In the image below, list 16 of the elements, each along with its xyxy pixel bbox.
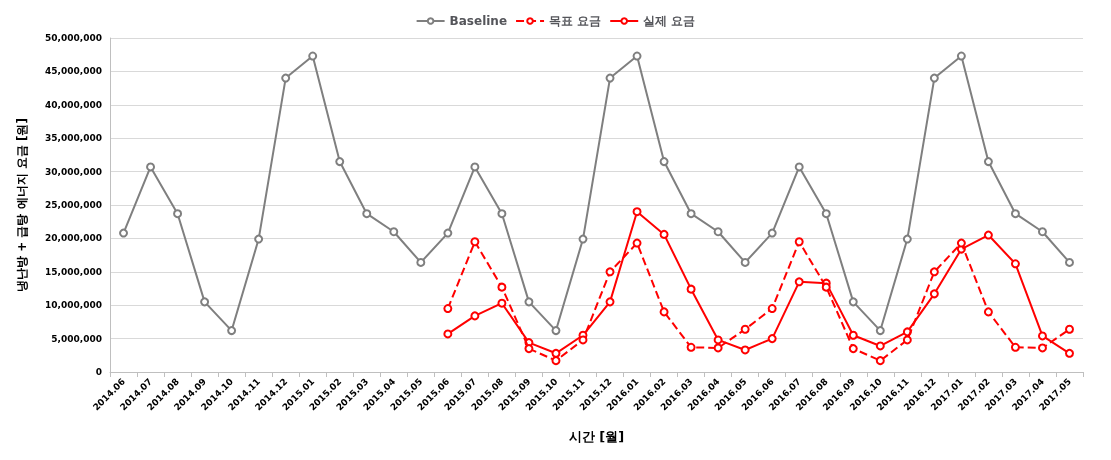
y-axis-title: 냉난방 + 급탕 에너지 요금 [원] bbox=[15, 118, 29, 292]
y-tick-label: 30,000,000 bbox=[45, 166, 102, 177]
y-tick-label: 5,000,000 bbox=[51, 333, 102, 344]
y-tick-label: 20,000,000 bbox=[45, 233, 102, 244]
legend-label: 목표 요금 bbox=[549, 14, 602, 28]
y-tick-label: 45,000,000 bbox=[45, 66, 102, 77]
y-tick-label: 0 bbox=[95, 367, 102, 377]
x-axis-title: 시간 [월] bbox=[568, 429, 625, 444]
y-tick-label: 10,000,000 bbox=[45, 300, 102, 311]
legend-label: Baseline bbox=[449, 14, 508, 28]
y-tick-label: 25,000,000 bbox=[45, 200, 102, 210]
y-tick-label: 50,000,000 bbox=[45, 33, 102, 43]
y-tick-label: 40,000,000 bbox=[45, 99, 102, 110]
legend-label: 실제 요금 bbox=[643, 14, 696, 28]
y-tick-label: 15,000,000 bbox=[45, 266, 102, 277]
y-tick-label: 35,000,000 bbox=[45, 133, 102, 144]
